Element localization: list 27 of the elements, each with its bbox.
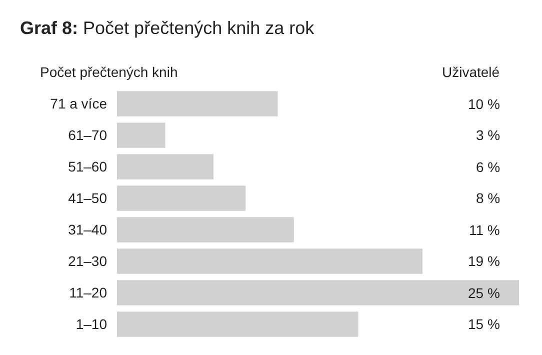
- bar: [117, 122, 166, 148]
- y-tick-label: 31–40: [68, 222, 108, 238]
- bar: [117, 217, 294, 242]
- data-label: 3 %: [476, 127, 500, 143]
- data-label: 6 %: [476, 159, 500, 175]
- bar: [117, 186, 246, 211]
- data-label: 10 %: [468, 96, 500, 112]
- y-tick-label: 51–60: [68, 158, 108, 175]
- bar: [117, 248, 423, 274]
- bar: [117, 91, 278, 116]
- data-label: 15 %: [468, 316, 500, 332]
- y-tick-label: 71 a více: [50, 96, 108, 112]
- y-tick-label: 1–10: [76, 316, 108, 332]
- data-label: 8 %: [476, 190, 500, 206]
- y-tick-label: 41–50: [68, 190, 108, 206]
- y-tick-label: 11–20: [69, 284, 108, 301]
- data-label: 25 %: [468, 285, 500, 301]
- text: Uživatelé: [442, 64, 500, 80]
- y-tick-label: 21–30: [68, 253, 108, 270]
- data-label: 11 %: [469, 222, 500, 238]
- chart-title: Graf 8: Počet přečtených knih za rok: [20, 18, 316, 38]
- bar: [117, 154, 214, 180]
- bar: [117, 312, 358, 337]
- data-label: 19 %: [468, 253, 500, 269]
- y-axis-title: Počet přečtených knih: [40, 64, 178, 80]
- y-tick-label: 61–70: [68, 127, 108, 144]
- bar: [117, 280, 519, 306]
